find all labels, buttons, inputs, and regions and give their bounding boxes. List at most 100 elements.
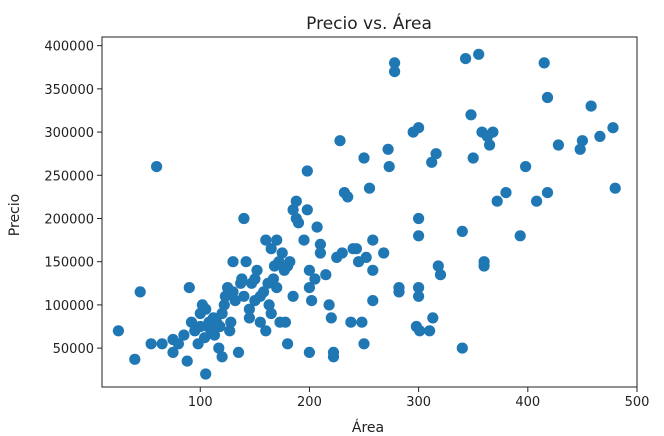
data-point [363,182,376,194]
data-point [360,251,372,263]
data-point [151,161,163,173]
data-point [243,312,255,324]
data-point [214,320,226,333]
data-point [298,234,310,246]
data-point [301,165,313,177]
data-point [378,247,390,259]
data-point [350,243,362,255]
data-point [172,338,184,350]
data-point [216,351,228,363]
data-point [263,299,275,311]
data-point [311,221,323,233]
plot-frame [101,36,638,388]
data-point [301,204,313,216]
data-point [320,269,332,281]
x-tick-label: 400 [515,395,540,410]
data-point [181,355,193,367]
data-point [413,212,425,225]
data-point [284,256,296,268]
data-point [382,143,394,155]
y-tick-label: 250000 [44,169,94,184]
data-point [334,135,346,147]
data-point [185,316,198,328]
data-point [303,346,315,358]
data-point [260,234,272,246]
data-point [325,312,337,324]
data-point [213,342,225,354]
data-point [314,247,326,259]
data-point [414,325,426,337]
data-point [430,148,442,160]
data-point [456,342,468,354]
data-point [484,139,496,151]
data-point [367,234,379,246]
data-point [265,307,277,320]
data-point [208,329,221,341]
data-point [309,273,321,285]
data-point [574,143,586,155]
data-point [434,269,447,281]
data-point [134,286,146,298]
data-point [178,329,190,341]
data-point [273,256,285,268]
y-tick-label: 400000 [44,40,94,55]
y-tick-label: 150000 [44,256,94,271]
data-point [491,195,503,207]
data-point [531,195,543,207]
data-point [282,338,294,350]
data-point [538,57,550,69]
data-point [367,295,379,307]
y-axis-ticks: 50000 100000 150000 200000 250000 300000 35000… [44,40,102,357]
data-point [456,225,468,237]
data-point [271,234,283,246]
data-point [465,109,477,121]
data-point [323,299,335,311]
data-point [432,260,444,272]
data-point [413,282,425,294]
data-point [303,264,315,276]
x-axis-ticks: 100 200 300 400 500 [188,387,650,410]
data-point [356,316,368,328]
data-point [367,264,379,276]
data-point [520,161,532,173]
data-point [460,53,472,65]
data-point [129,353,141,365]
y-tick-label: 350000 [44,83,94,98]
data-point [413,122,425,134]
data-point [290,195,302,207]
data-point [225,316,237,328]
data-point [271,282,283,294]
data-point [227,286,239,298]
data-point [183,282,195,294]
data-point [413,230,425,242]
data-point [240,256,252,268]
data-point [145,338,157,350]
data-point [303,282,315,294]
data-point [236,273,248,285]
data-point [594,130,606,142]
data-point [609,182,621,194]
data-point [287,290,299,302]
x-axis-label: Área [352,419,384,436]
data-point [287,204,299,216]
x-tick-label: 500 [625,395,650,410]
data-point [306,295,318,307]
x-tick-label: 100 [188,395,213,410]
data-point [487,126,499,138]
data-point [167,346,179,358]
data-point [314,238,326,250]
data-point [514,230,526,242]
chart-title: Precio vs. Área [306,12,432,34]
data-point [345,316,357,328]
data-point [424,325,436,337]
data-point [292,217,305,229]
data-point [200,368,212,380]
data-point [216,307,228,320]
data-point [541,187,554,199]
y-tick-label: 50000 [53,342,94,357]
y-tick-label: 100000 [44,299,94,314]
data-point [413,290,425,302]
data-point [251,264,263,276]
data-point [258,286,270,298]
data-point [467,152,479,164]
